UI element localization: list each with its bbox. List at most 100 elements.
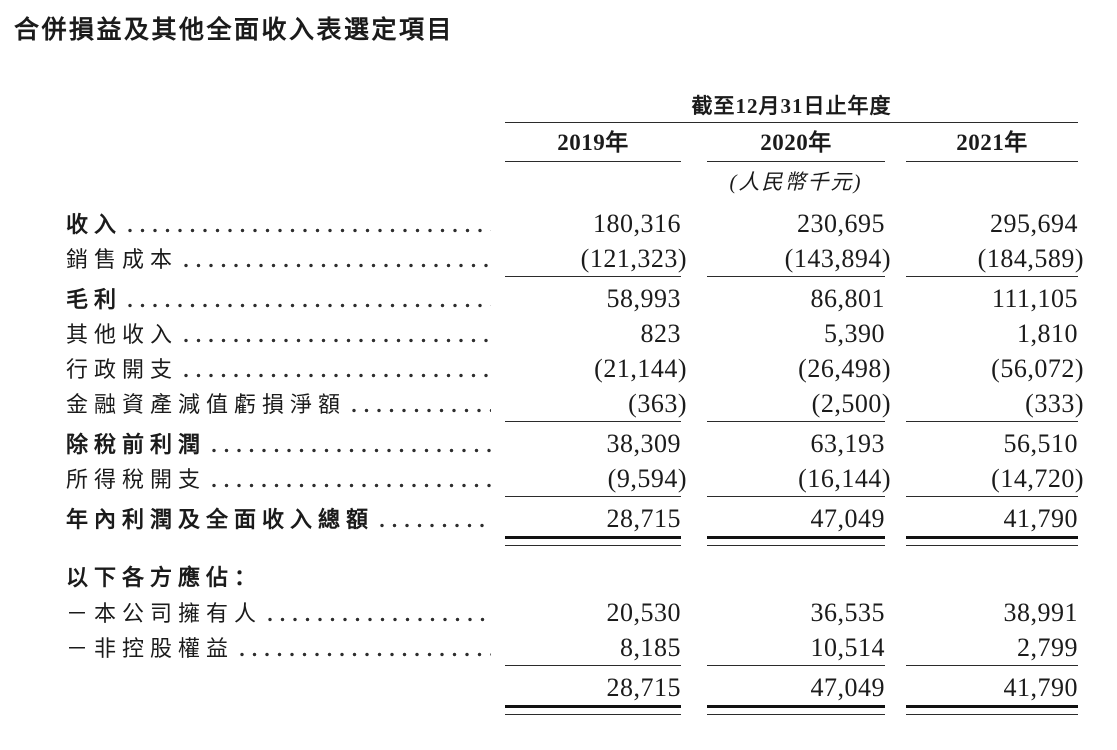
dot-leader (184, 338, 491, 343)
year-column-2021: 2021年 (906, 131, 1078, 162)
year-header-row: 2019年 2020年 2021年 (505, 131, 1078, 162)
dot-leader (240, 652, 491, 657)
value-col-2: (2,500) (811, 389, 891, 418)
rule-segment (906, 496, 1078, 501)
value-col-3: (14,720) (991, 464, 1084, 493)
period-header: 截至12月31日止年度 (505, 94, 1078, 123)
value-col-1: 28,715 (606, 504, 681, 533)
row-label-text: 除稅前利潤 (66, 432, 207, 457)
value-col-1: 28,715 (606, 673, 681, 702)
value-col-2: (26,498) (798, 354, 891, 383)
table-row: 行政開支 (21,144) (26,498) (56,072) (66, 351, 1084, 387)
dot-leader (212, 483, 491, 488)
table-row: －非控股權益 8,185 10,514 2,799 (66, 630, 1078, 665)
rule-segment (707, 421, 885, 426)
value-col-2: 47,049 (810, 504, 885, 533)
value-col-1: (21,144) (594, 354, 687, 383)
row-label-text: 毛利 (66, 287, 123, 312)
year-column-2019: 2019年 (505, 131, 681, 162)
value-col-3: 41,790 (1003, 673, 1078, 702)
rule-segment (707, 705, 885, 715)
table-row: 銷售成本 (121,323) (143,894) (184,589) (66, 241, 1084, 277)
row-label-text: 金融資產減值虧損淨額 (66, 392, 347, 417)
value-col-2: 36,535 (810, 598, 885, 627)
value-col-3: (184,589) (977, 244, 1084, 273)
value-col-1: 8,185 (620, 633, 681, 662)
table-row: 除稅前利潤 38,309 63,193 56,510 (66, 426, 1078, 461)
row-label: 年內利潤及全面收入總額 (66, 502, 505, 537)
table-row: 所得稅開支 (9,594) (16,144) (14,720) (66, 461, 1084, 497)
value-col-2: 63,193 (810, 429, 885, 458)
value-col-2: 230,695 (797, 209, 885, 238)
dot-leader (128, 303, 491, 308)
rule-segment (505, 705, 681, 715)
value-col-2: 5,390 (824, 319, 885, 348)
single-rule (505, 496, 1078, 501)
row-label-text: 年內利潤及全面收入總額 (66, 507, 375, 532)
value-col-3: 38,991 (1003, 598, 1078, 627)
row-label-text: －本公司擁有人 (66, 601, 263, 626)
table-row: 年內利潤及全面收入總額 28,715 47,049 41,790 (66, 501, 1078, 536)
dot-leader (212, 448, 491, 453)
rule-segment (505, 536, 681, 546)
rule-segment (505, 421, 681, 426)
table-row: 以下各方應佔： (66, 560, 1078, 595)
year-column-2020: 2020年 (707, 131, 885, 162)
row-label-text: 所得稅開支 (66, 467, 207, 492)
row-label-text: 行政開支 (66, 357, 179, 382)
rule-segment (906, 705, 1078, 715)
value-col-1: (121,323) (580, 244, 687, 273)
table-body: 收入 180,316 230,695 295,694 銷售成本 (121,323) (143… (66, 206, 1084, 715)
value-col-1: 38,309 (606, 429, 681, 458)
value-col-2: (143,894) (784, 244, 891, 273)
dot-leader (184, 373, 491, 378)
rule-segment (906, 421, 1078, 426)
dot-leader (352, 408, 491, 413)
dot-leader (184, 263, 491, 268)
row-label: 其他收入 (66, 317, 505, 352)
table-row: 毛利 58,993 86,801 111,105 (66, 281, 1078, 316)
value-col-3: 41,790 (1003, 504, 1078, 533)
table-row: 28,715 47,049 41,790 (66, 670, 1078, 705)
value-col-3: 111,105 (991, 284, 1078, 313)
row-label: 收入 (66, 207, 505, 242)
rule-segment (707, 276, 885, 281)
row-label: 所得稅開支 (66, 462, 505, 497)
row-label: 銷售成本 (66, 242, 505, 277)
page: 合併損益及其他全面收入表選定項目 截至12月31日止年度 2019年 2020年… (0, 16, 1117, 715)
value-col-1: 180,316 (593, 209, 681, 238)
value-col-1: 58,993 (606, 284, 681, 313)
rule-segment (906, 276, 1078, 281)
row-label: －非控股權益 (66, 631, 505, 666)
table-row: 其他收入 823 5,390 1,810 (66, 316, 1078, 351)
row-label: 除稅前利潤 (66, 427, 505, 462)
dot-leader (268, 617, 491, 622)
row-label: 金融資產減值虧損淨額 (66, 387, 505, 422)
table-row: －本公司擁有人 20,530 36,535 38,991 (66, 595, 1078, 630)
row-label-text: 其他收入 (66, 322, 179, 347)
rule-segment (505, 276, 681, 281)
value-col-2: 10,514 (810, 633, 885, 662)
single-rule (505, 276, 1078, 281)
value-col-2: 86,801 (810, 284, 885, 313)
rule-segment (707, 496, 885, 501)
rule-segment (707, 665, 885, 670)
row-label: 以下各方應佔： (66, 560, 505, 595)
row-label: －本公司擁有人 (66, 596, 505, 631)
single-rule (505, 421, 1078, 426)
row-label-text: 銷售成本 (66, 247, 179, 272)
value-col-1: (363) (628, 389, 687, 418)
rule-segment (906, 536, 1078, 546)
currency-unit-note: (人民幣千元) (729, 170, 863, 194)
value-col-2: 47,049 (810, 673, 885, 702)
rule-segment (505, 665, 681, 670)
double-total-rule (505, 705, 1078, 715)
rule-segment (505, 496, 681, 501)
row-label-text: 以下各方應佔： (66, 565, 263, 590)
row-label-text: －非控股權益 (66, 636, 235, 661)
row-label: 行政開支 (66, 352, 505, 387)
dot-leader (380, 523, 491, 528)
value-col-3: 295,694 (990, 209, 1078, 238)
value-col-3: 2,799 (1017, 633, 1078, 662)
value-col-1: 20,530 (606, 598, 681, 627)
